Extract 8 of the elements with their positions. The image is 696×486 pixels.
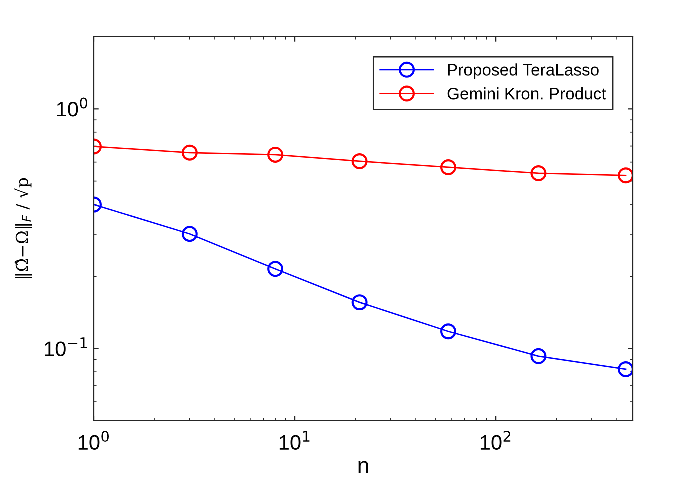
x-tick-label: 10$^{1}$ [280, 431, 310, 450]
legend-label: Gemini Kron. Product [448, 88, 606, 100]
x-axis-title: n [358, 461, 368, 474]
y-tick-label: 10$^{−1}$ [45, 338, 88, 356]
x-tick-label: 10$^{0}$ [78, 431, 110, 450]
y-axis-title: ‖Ω̂−Ω‖$_{F}$ / √p [14, 178, 32, 278]
x-tick-label: 10$^{2}$ [480, 431, 511, 450]
legend-label: Proposed TeraLasso [448, 64, 599, 80]
